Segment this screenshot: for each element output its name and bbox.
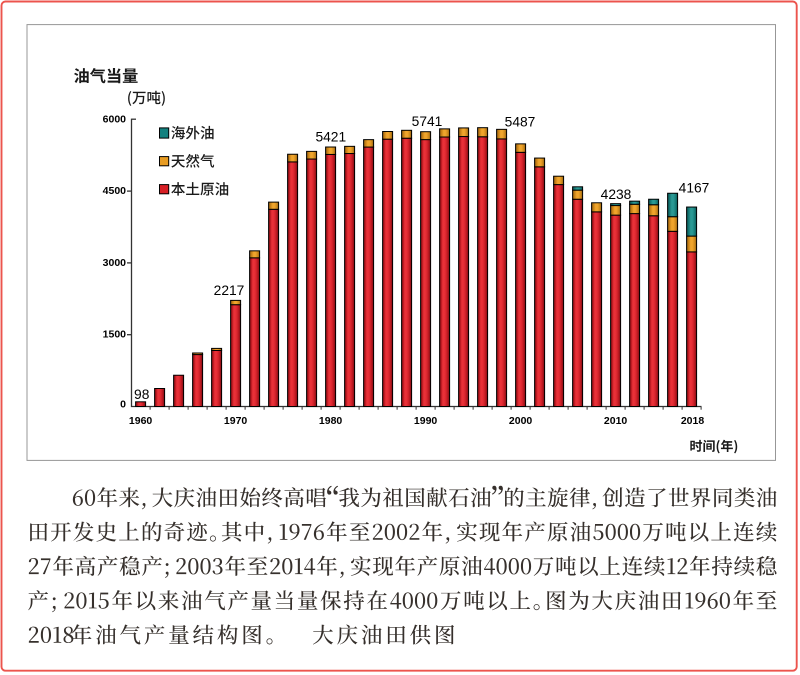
- svg-text:0: 0: [120, 399, 126, 411]
- svg-text:6000: 6000: [103, 113, 127, 125]
- svg-text:4238: 4238: [601, 187, 632, 202]
- svg-text:1960: 1960: [129, 415, 153, 427]
- svg-text:2217: 2217: [214, 283, 245, 298]
- svg-text:5421: 5421: [315, 130, 346, 145]
- svg-text:5741: 5741: [412, 114, 443, 129]
- svg-text:4167: 4167: [679, 181, 710, 196]
- svg-text:2010: 2010: [604, 415, 628, 427]
- svg-text:2000: 2000: [509, 415, 533, 427]
- svg-text:3000: 3000: [103, 257, 127, 269]
- svg-text:2018: 2018: [681, 415, 705, 427]
- svg-text:1970: 1970: [224, 415, 248, 427]
- svg-text:1500: 1500: [103, 329, 127, 341]
- svg-text:1990: 1990: [414, 415, 438, 427]
- svg-text:4500: 4500: [103, 185, 127, 197]
- svg-text:98: 98: [134, 387, 150, 402]
- svg-text:5487: 5487: [505, 114, 536, 129]
- svg-text:1980: 1980: [319, 415, 343, 427]
